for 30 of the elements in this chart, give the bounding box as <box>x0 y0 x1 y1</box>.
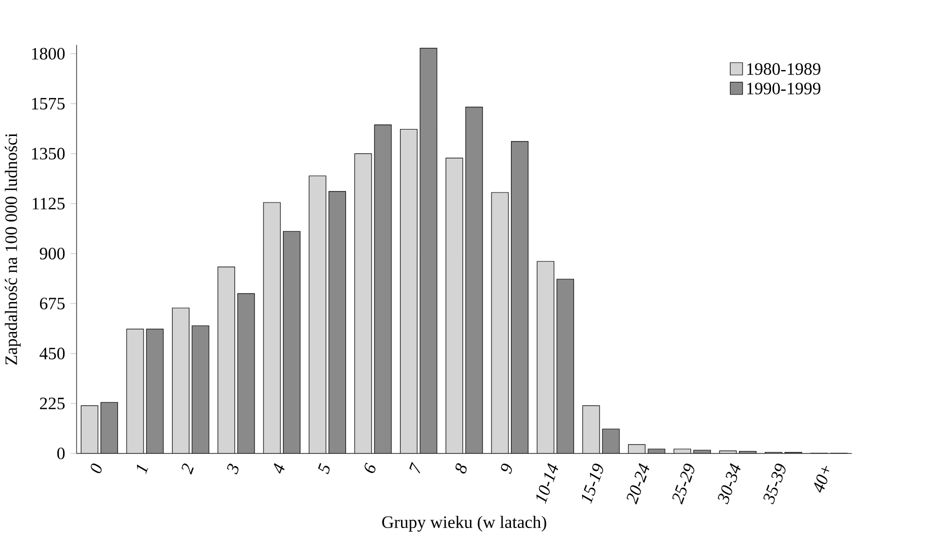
legend-label: 1990-1999 <box>747 82 820 94</box>
y-tick-label: 0 <box>57 447 65 460</box>
y-tick-label: 450 <box>40 347 65 360</box>
x-tick-label: 7 <box>409 462 420 474</box>
y-tick-label: 1575 <box>32 98 65 110</box>
x-tick-label: 1 <box>136 464 148 474</box>
legend-label: 1980-1989 <box>747 62 820 75</box>
x-tick-label: 8 <box>456 462 467 474</box>
x-tick-label: 9 <box>501 463 512 474</box>
y-axis-title: Zapadalność na 100 000 ludności <box>4 132 21 364</box>
x-tick-label: 35-39 <box>763 463 786 504</box>
y-tick-label: 1350 <box>32 148 65 160</box>
y-tick-label: 675 <box>40 297 65 310</box>
x-axis-title: Grupy wieku (w latach) <box>382 516 546 532</box>
x-tick-label: 2 <box>182 463 194 474</box>
x-tick-label: 15-19 <box>582 463 604 504</box>
x-tick-label: 0 <box>90 463 102 473</box>
x-tick-label: 5 <box>318 462 330 474</box>
x-tick-label: 20-24 <box>626 462 650 504</box>
x-tick-label: 6 <box>364 462 376 473</box>
x-tick-label: 3 <box>227 463 238 474</box>
x-tick-label: 30-34 <box>718 462 740 504</box>
y-tick-label: 225 <box>40 397 65 410</box>
x-tick-label: 40+ <box>814 466 830 493</box>
x-tick-label: 4 <box>274 462 284 474</box>
y-tick-label: 1125 <box>32 198 65 210</box>
y-tick-label: 900 <box>40 247 65 260</box>
x-tick-label: 10-14 <box>536 462 558 504</box>
x-tick-label: 25-29 <box>672 463 694 504</box>
y-tick-label: 1800 <box>32 48 65 60</box>
